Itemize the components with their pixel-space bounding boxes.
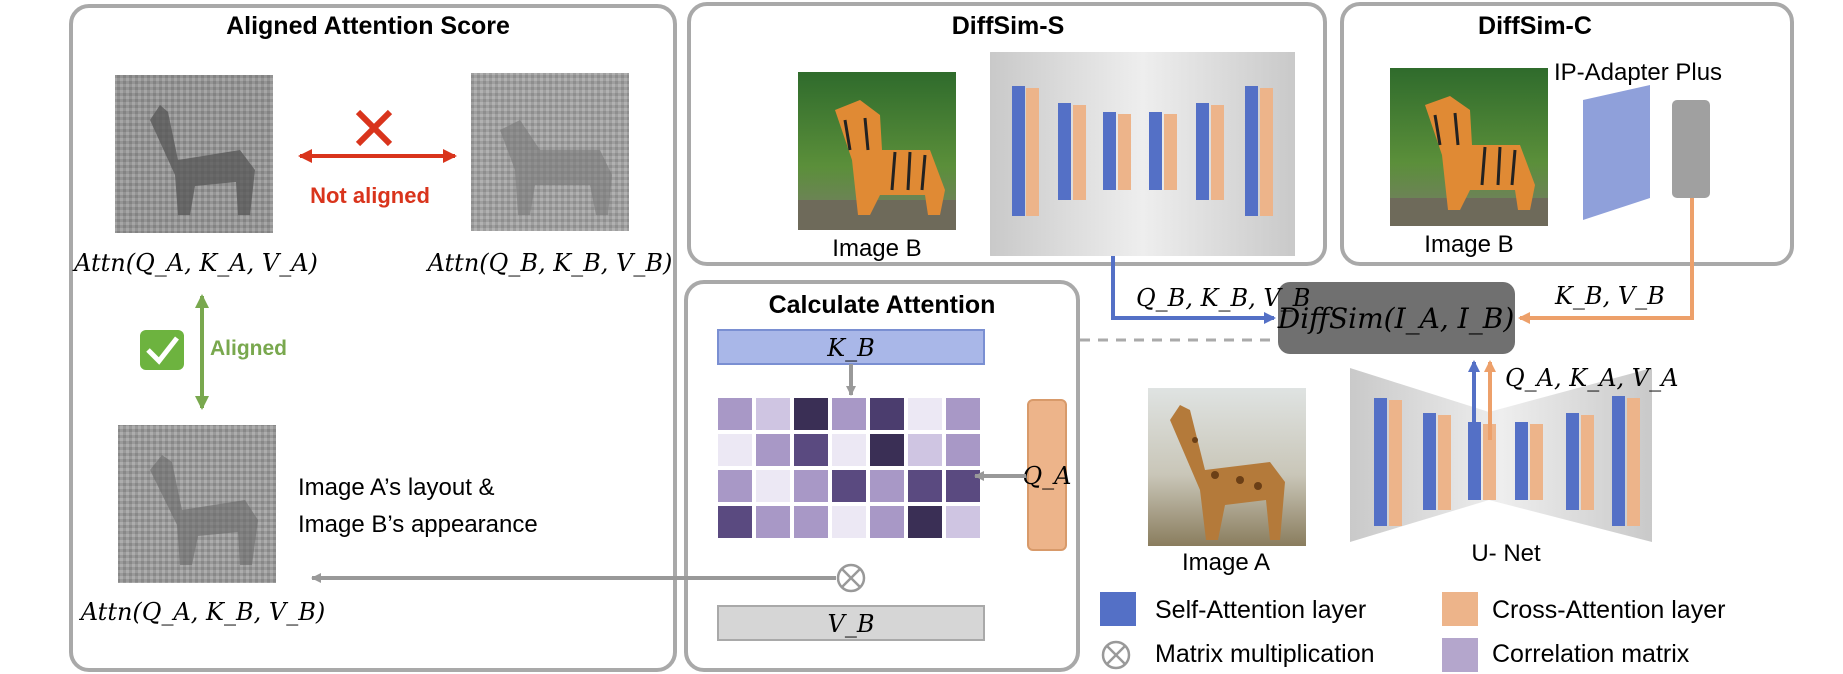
qkv-b-label: Q_B, K_B, V_B xyxy=(1136,284,1310,312)
legend-cross-attn-swatch xyxy=(1442,592,1478,626)
correlation-cell xyxy=(832,434,866,466)
aligned-panel-title: Aligned Attention Score xyxy=(226,12,510,40)
legend: Self-Attention layer Cross-Attention lay… xyxy=(1100,592,1725,672)
kv-b-label: K_B, V_B xyxy=(1554,282,1665,310)
q-bar xyxy=(1027,399,1067,551)
mixed-caption-line1: Image A’s layout & xyxy=(298,474,495,501)
legend-matmul-label: Matrix multiplication xyxy=(1155,640,1375,668)
diffsim-s-panel: DiffSim-S Image B xyxy=(687,2,1327,266)
matmul-icon xyxy=(836,563,866,593)
v-bar xyxy=(717,605,985,641)
correlation-cell xyxy=(908,398,942,430)
legend-cross-attn-label: Cross-Attention layer xyxy=(1492,596,1725,624)
k-bar-label: K_B xyxy=(826,334,875,362)
calc-panel-title: Calculate Attention xyxy=(769,291,996,319)
diffsim-label: DiffSim(I_A, I_B) xyxy=(1277,302,1515,335)
ip-adapter-encoder xyxy=(1583,85,1650,220)
legend-self-attn-label: Self-Attention layer xyxy=(1155,596,1366,624)
diffsim-s-image-label: Image B xyxy=(832,235,921,262)
correlation-cell xyxy=(832,506,866,538)
q-bar-label: Q_A xyxy=(1022,462,1071,490)
correlation-cell xyxy=(946,506,980,538)
attn-map-a-image xyxy=(115,75,273,233)
not-aligned-label: Not aligned xyxy=(310,183,430,208)
unet-label: U- Net xyxy=(1471,540,1541,567)
diffsim-c-image-label: Image B xyxy=(1424,231,1513,258)
correlation-cell xyxy=(946,470,980,502)
check-mark-icon xyxy=(140,330,184,370)
tiger-image-c xyxy=(1390,68,1548,226)
correlation-cell xyxy=(794,470,828,502)
correlation-cell xyxy=(870,398,904,430)
ip-adapter-block xyxy=(1672,100,1710,198)
aligned-label: Aligned xyxy=(210,337,287,360)
correlation-cell xyxy=(870,434,904,466)
diffsim-s-title: DiffSim-S xyxy=(952,12,1065,40)
correlation-cell xyxy=(756,470,790,502)
diffsim-c-title: DiffSim-C xyxy=(1478,12,1592,40)
attn-map-mixed-image xyxy=(118,425,276,583)
image-a-label: Image A xyxy=(1182,549,1270,576)
legend-correlation-label: Correlation matrix xyxy=(1492,640,1690,668)
correlation-cell xyxy=(908,434,942,466)
correlation-cell xyxy=(756,398,790,430)
correlation-cell xyxy=(756,434,790,466)
correlation-cell xyxy=(718,434,752,466)
correlation-cell xyxy=(756,506,790,538)
attn-map-a-label: Attn(Q_A, K_A, V_A) xyxy=(72,249,318,277)
cross-mark-icon xyxy=(355,109,393,147)
correlation-cell xyxy=(870,470,904,502)
correlation-cell xyxy=(870,506,904,538)
correlation-cell xyxy=(718,398,752,430)
qkv-b-arrow xyxy=(1111,256,1276,324)
mixed-caption-line2: Image B’s appearance xyxy=(298,511,538,538)
unet-layers-center xyxy=(1374,396,1640,526)
legend-self-attn-swatch xyxy=(1100,592,1136,626)
correlation-cell xyxy=(946,434,980,466)
qkv-a-label: Q_A, K_A, V_A xyxy=(1505,364,1678,392)
correlation-cell xyxy=(832,470,866,502)
attn-map-b-image xyxy=(471,73,629,231)
calculate-attention-panel: Calculate Attention K_B Q_A V_B xyxy=(684,280,1080,672)
diffsim-c-panel: DiffSim-C IP-Adapter Plus Image B xyxy=(1340,2,1794,266)
correlation-matrix xyxy=(718,398,980,538)
correlation-cell xyxy=(718,470,752,502)
ip-adapter-label: IP-Adapter Plus xyxy=(1554,59,1722,86)
correlation-cell xyxy=(908,470,942,502)
kv-b-arrow xyxy=(1518,198,1694,324)
correlation-cell xyxy=(794,398,828,430)
correlation-cell xyxy=(908,506,942,538)
correlation-cell xyxy=(946,398,980,430)
tiger-image-s xyxy=(798,72,956,230)
correlation-cell xyxy=(718,506,752,538)
correlation-cell xyxy=(794,434,828,466)
attn-map-b-label: Attn(Q_B, K_B, V_B) xyxy=(426,249,673,277)
diffsim-box xyxy=(1278,282,1515,354)
giraffe-image xyxy=(1148,388,1306,546)
correlation-cell xyxy=(832,398,866,430)
legend-matmul-icon xyxy=(1101,640,1131,670)
v-bar-label: V_B xyxy=(828,610,875,638)
aligned-attention-panel: Aligned Attention Score Attn(Q_A, K_A, V… xyxy=(69,4,677,672)
correlation-cell xyxy=(794,506,828,538)
legend-correlation-swatch xyxy=(1442,638,1478,672)
attn-map-mixed-label: Attn(Q_A, K_B, V_B) xyxy=(79,598,325,626)
unet-layers-s xyxy=(1012,86,1273,216)
